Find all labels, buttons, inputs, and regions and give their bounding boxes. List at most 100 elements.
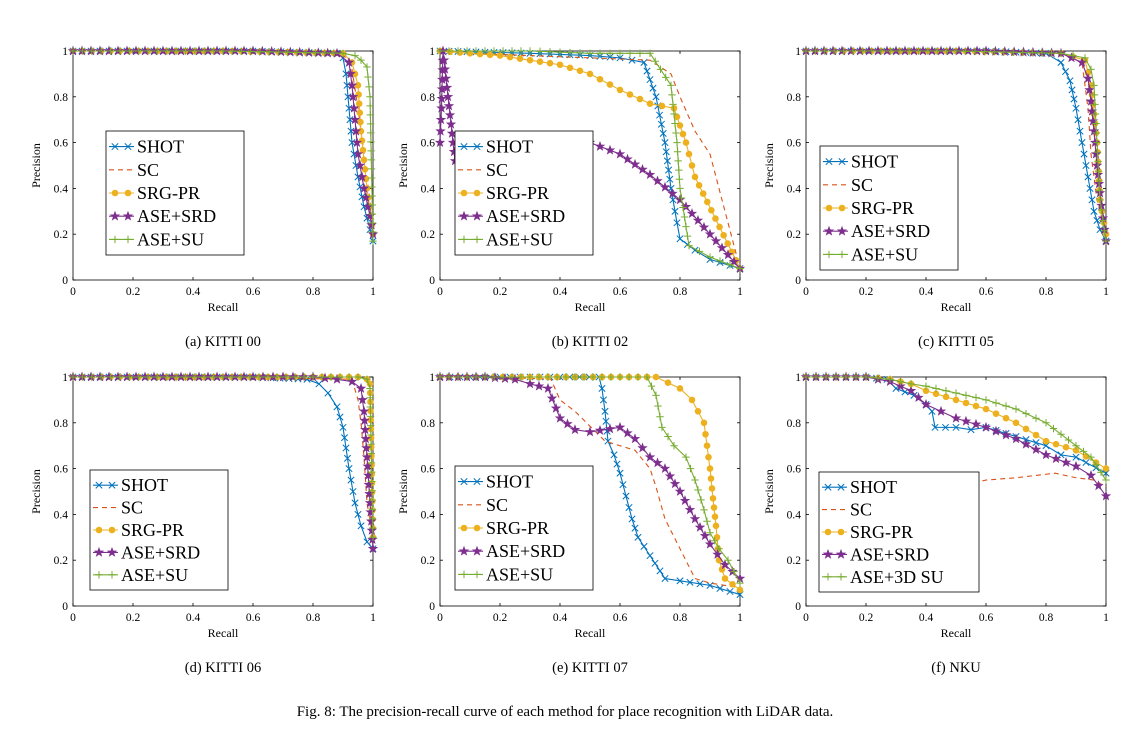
data-point: [366, 111, 375, 119]
data-point: [533, 380, 545, 391]
data-point: [369, 237, 377, 245]
data-point: [324, 389, 332, 397]
data-point: [619, 481, 627, 489]
data-point: [691, 173, 699, 181]
data-point: [1049, 424, 1058, 433]
data-point: [992, 399, 1000, 407]
data-point: [1086, 184, 1094, 192]
data-point: [1092, 119, 1100, 128]
data-point: [320, 49, 329, 57]
data-point: [691, 476, 699, 484]
data-point: [336, 373, 344, 381]
data-point: [219, 47, 227, 55]
x-tick-label: 0: [70, 286, 76, 298]
data-point: [849, 47, 857, 55]
x-axis-label: Recall: [208, 626, 239, 640]
chart-panel-1: 0 0.2 0.4 0.6 0.8 1 0 0.2 0.4 0.6 0.8 1 Recall Precis…: [29, 45, 379, 350]
data-point: [1070, 95, 1078, 103]
data-point: [368, 183, 376, 191]
data-point: [668, 91, 676, 99]
chart-panel-6: 0 0.2 0.4 0.6 0.8 1 0 0.2 0.4 0.6 0.8 1 Recall Precis…: [762, 371, 1112, 676]
y-tick-label: 0.6: [54, 464, 69, 476]
series-ase-su: [436, 373, 744, 587]
data-point: [490, 47, 498, 55]
data-point: [1032, 439, 1040, 447]
data-point: [333, 403, 341, 411]
data-point: [1078, 139, 1086, 147]
data-point: [1093, 480, 1104, 491]
x-tick-label: 1: [737, 612, 743, 624]
data-point: [302, 48, 310, 57]
data-point: [712, 215, 719, 222]
data-point: [636, 49, 644, 57]
data-point: [1062, 443, 1070, 451]
y-tick-label: 0.6: [787, 464, 802, 476]
y-tick-label: 0.8: [54, 92, 69, 104]
legend-entry: SHOT: [121, 475, 168, 495]
data-point: [365, 506, 376, 517]
data-point: [952, 47, 960, 55]
data-point: [309, 373, 317, 381]
data-point: [676, 577, 684, 585]
data-point: [219, 373, 227, 381]
data-point: [1079, 447, 1088, 456]
data-point: [914, 47, 923, 55]
data-point: [672, 129, 680, 137]
data-point: [664, 432, 672, 441]
legend-marker: [460, 235, 468, 244]
data-point: [347, 476, 355, 484]
legend-entry: SRG-PR: [486, 518, 549, 538]
data-point: [352, 148, 364, 159]
data-point: [1020, 438, 1032, 449]
data-point: [1088, 196, 1096, 204]
legend-marker: [471, 545, 483, 556]
data-point: [1000, 429, 1012, 440]
y-tick-label: 0.4: [787, 509, 802, 521]
data-point: [181, 47, 190, 55]
data-point: [1064, 436, 1073, 444]
data-point: [616, 373, 624, 381]
data-point: [646, 552, 654, 560]
x-axis-label: Recall: [575, 300, 606, 314]
data-point: [172, 47, 180, 55]
data-point: [673, 219, 681, 227]
series-sc: [73, 50, 374, 242]
data-point: [1097, 468, 1105, 477]
data-point: [1076, 127, 1084, 135]
data-point: [311, 49, 320, 57]
legend-entry: SC: [850, 500, 872, 520]
data-point: [652, 93, 660, 101]
series-line: [440, 376, 741, 589]
data-point: [729, 580, 736, 588]
data-point: [363, 375, 371, 383]
y-tick-label: 0.2: [54, 229, 69, 241]
data-point: [662, 73, 670, 82]
legend-marker: [458, 210, 470, 221]
y-tick-label: 0.6: [421, 464, 436, 476]
y-tick-label: 0.4: [421, 183, 436, 195]
x-tick-label: 0.6: [246, 612, 261, 624]
data-point: [291, 373, 299, 381]
y-tick-label: 0.6: [421, 138, 436, 150]
data-point: [1091, 110, 1100, 118]
data-point: [674, 194, 686, 205]
x-tick-label: 0.6: [613, 612, 628, 624]
data-point: [97, 47, 105, 55]
legend-marker: [838, 158, 846, 166]
data-point: [366, 93, 374, 101]
data-point: [1018, 46, 1029, 57]
data-point: [1084, 173, 1092, 181]
data-point: [721, 575, 729, 582]
data-point: [680, 213, 689, 221]
data-point: [106, 47, 115, 55]
data-point: [682, 139, 690, 146]
data-point: [694, 521, 706, 532]
x-tick-label: 0.8: [1039, 612, 1054, 624]
data-point: [69, 373, 77, 381]
y-tick-label: 0.2: [787, 555, 802, 567]
data-point: [181, 373, 190, 381]
legend-marker: [825, 158, 833, 166]
data-point: [580, 373, 588, 381]
series-line: [439, 50, 741, 269]
data-point: [1081, 54, 1089, 62]
